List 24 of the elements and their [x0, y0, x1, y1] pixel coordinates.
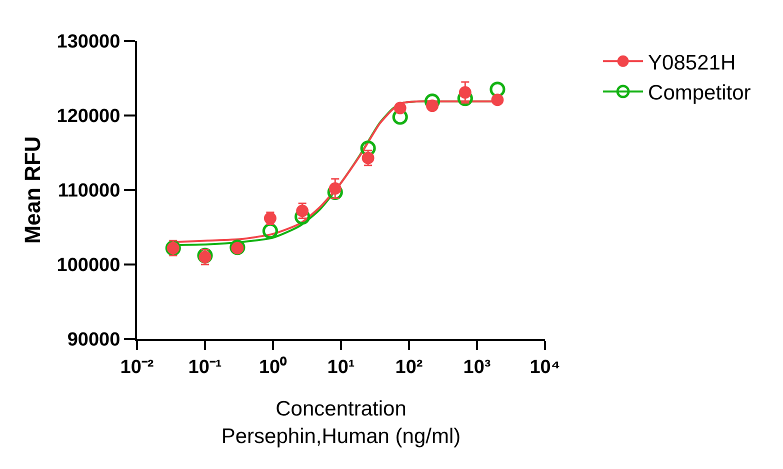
legend-label: Competitor: [648, 82, 751, 105]
x-tick-label: 10⁻²: [120, 356, 154, 378]
y-tick-label: 130000: [56, 32, 120, 53]
x-tick-label: 10¹: [327, 356, 355, 378]
x-tick-label: 10⁻¹: [188, 356, 222, 378]
y-axis-title: Mean RFU: [20, 136, 46, 244]
x-tick-label: 10⁰: [258, 356, 288, 378]
y-tick-label: 90000: [67, 330, 120, 351]
y-tick-label: 110000: [58, 180, 120, 202]
point: [458, 86, 472, 99]
x-axis-title: Concentration Persephin,Human (ng/ml): [221, 398, 461, 448]
point: [426, 100, 439, 112]
y-tick-label: 100000: [56, 255, 120, 276]
x-tick-label: 10²: [395, 356, 423, 378]
point: [394, 102, 406, 114]
point: [360, 140, 376, 156]
point: [490, 82, 506, 98]
point: [491, 94, 504, 106]
point: [328, 182, 342, 195]
y-tick-label: 120000: [56, 106, 120, 128]
point: [392, 109, 408, 125]
x-tick-label: 10³: [463, 356, 491, 378]
legend-label: Y08521H: [648, 51, 736, 74]
x-tick-label: 10⁴: [530, 356, 560, 378]
